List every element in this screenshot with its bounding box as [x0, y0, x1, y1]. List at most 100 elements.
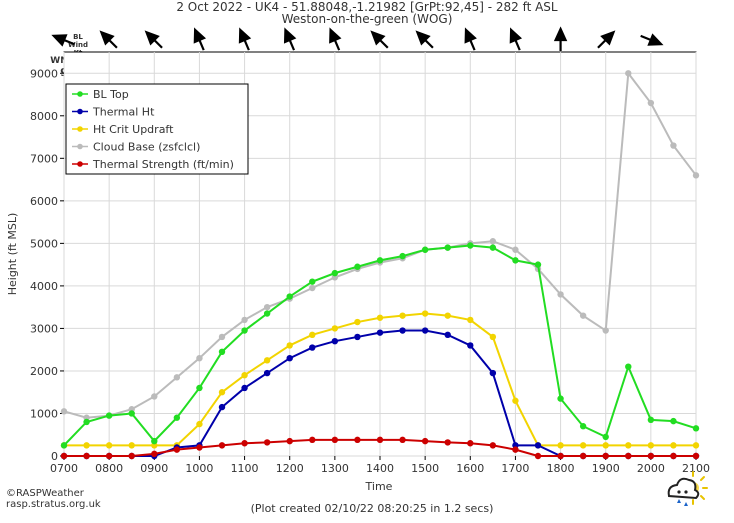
data-point-thermal-strength-ft-min [241, 440, 248, 447]
data-point-cloud-base-zsfclcl [309, 284, 316, 292]
data-point-bl-top [512, 257, 519, 264]
data-point-ht-crit-updraft [670, 442, 677, 449]
wind-arrow-icon [283, 27, 297, 51]
data-point-cloud-base-zsfclcl [218, 333, 226, 341]
x-tick-label: 1200 [276, 462, 304, 475]
y-tick-label: 6000 [30, 195, 58, 208]
wind-arrow-icon [238, 27, 252, 51]
wind-arrow-icon [99, 30, 118, 49]
data-point-thermal-strength-ft-min [579, 452, 587, 460]
wind-label-line2: Wind [68, 41, 88, 49]
data-point-cloud-base-zsfclcl [196, 354, 203, 362]
wind-arrow-shape [597, 30, 616, 49]
wind-arrow-shape [370, 30, 389, 49]
legend-marker-cloud-base-zsfclcl [77, 143, 83, 150]
wind-arrow-icon [51, 34, 75, 47]
data-point-bl-top [489, 244, 497, 251]
wind-arrow-shape [509, 27, 523, 51]
data-point-ht-crit-updraft [331, 325, 339, 332]
data-point-cloud-base-zsfclcl [151, 393, 158, 400]
data-point-cloud-base-zsfclcl [263, 303, 271, 311]
x-tick-label: 0800 [95, 462, 123, 475]
data-point-ht-crit-updraft [354, 318, 361, 326]
data-point-ht-crit-updraft [376, 314, 384, 321]
data-point-ht-crit-updraft [692, 442, 700, 449]
wind-arrow-shape [553, 26, 568, 51]
y-tick-label: 9000 [30, 67, 58, 80]
data-point-thermal-ht [354, 333, 361, 341]
x-tick-label: 0900 [140, 462, 168, 475]
data-point-ht-crit-updraft [602, 442, 609, 449]
chart-subtitle: Weston-on-the-green (WOG) [282, 12, 453, 26]
credit-line1: ©RASPWeather [6, 488, 85, 499]
series-layer [60, 70, 700, 460]
data-point-thermal-strength-ft-min [444, 439, 451, 446]
data-point-thermal-strength-ft-min [196, 444, 203, 451]
data-point-thermal-ht [286, 354, 293, 362]
wind-arrow-icon [370, 30, 389, 49]
y-axis-ticks: 0 1000 2000 3000 4000 5000 6000 7000 8000 9000 [30, 67, 64, 463]
data-point-ht-crit-updraft [399, 312, 406, 319]
data-point-cloud-base-zsfclcl [579, 312, 587, 319]
data-point-thermal-strength-ft-min [512, 446, 519, 453]
data-point-bl-top [376, 257, 384, 264]
data-point-thermal-strength-ft-min [421, 437, 429, 445]
data-point-thermal-strength-ft-min [489, 442, 497, 449]
x-tick-label: 1500 [411, 462, 439, 475]
legend-label-ht-crit-updraft: Ht Crit Updraft [93, 123, 174, 136]
data-point-thermal-strength-ft-min [354, 436, 361, 444]
data-point-bl-top [309, 278, 316, 285]
data-point-bl-top [218, 348, 226, 356]
data-point-bl-top [60, 442, 68, 449]
legend-label-cloud-base-zsfclcl: Cloud Base (zsfclcl) [93, 141, 200, 154]
data-point-thermal-strength-ft-min [331, 436, 339, 444]
data-point-bl-top [83, 418, 90, 426]
wind-arrow-icon [415, 30, 434, 49]
legend-label-thermal-ht: Thermal Ht [92, 106, 155, 119]
wind-arrow-icon [144, 30, 163, 49]
x-tick-label: 1700 [501, 462, 529, 475]
data-point-thermal-strength-ft-min [173, 446, 181, 453]
data-point-ht-crit-updraft [105, 442, 113, 449]
data-point-cloud-base-zsfclcl [625, 70, 632, 77]
data-point-bl-top [534, 261, 542, 268]
data-point-thermal-ht [309, 344, 316, 351]
wind-arrow-shape [464, 27, 477, 51]
data-point-thermal-strength-ft-min [218, 442, 226, 449]
data-point-thermal-strength-ft-min [647, 452, 655, 460]
y-tick-label: 3000 [30, 322, 58, 335]
wind-arrow-icon [193, 27, 207, 51]
wind-arrow-shape [283, 27, 297, 51]
x-tick-label: 1000 [185, 462, 213, 475]
x-tick-label: 1400 [366, 462, 394, 475]
data-point-ht-crit-updraft [444, 312, 451, 319]
wind-arrow-shape [329, 27, 342, 51]
wind-arrow-shape [193, 27, 207, 51]
data-point-cloud-base-zsfclcl [173, 374, 181, 381]
legend-label-bl-top: BL Top [93, 88, 129, 101]
x-tick-label: 2100 [682, 462, 710, 475]
data-point-bl-top [557, 395, 564, 402]
data-point-ht-crit-updraft [263, 357, 271, 364]
wind-arrow-icon [464, 27, 477, 51]
legend: BL Top Thermal Ht Ht Crit Updraft Cloud Bas… [65, 83, 249, 175]
data-point-thermal-strength-ft-min [128, 452, 135, 460]
data-point-bl-top [692, 425, 700, 432]
plot-created-note: (Plot created 02/10/22 08:20:25 in 1.2 s… [251, 502, 494, 515]
wind-arrow-shape [415, 30, 434, 49]
data-point-bl-top [579, 423, 587, 430]
data-point-ht-crit-updraft [647, 442, 655, 449]
data-point-cloud-base-zsfclcl [241, 316, 248, 324]
chart-title: 2 Oct 2022 - UK4 - 51.88048,-1.21982 [Gr… [176, 0, 558, 14]
x-tick-label: 1300 [321, 462, 349, 475]
data-point-cloud-base-zsfclcl [60, 408, 68, 415]
x-axis-label: Time [365, 480, 393, 493]
data-point-thermal-strength-ft-min [263, 439, 271, 446]
data-point-bl-top [241, 327, 248, 334]
data-point-cloud-base-zsfclcl [602, 327, 609, 334]
data-point-ht-crit-updraft [512, 397, 519, 404]
data-point-cloud-base-zsfclcl [557, 291, 564, 298]
x-tick-label: 1600 [456, 462, 484, 475]
x-tick-label: 1900 [592, 462, 620, 475]
